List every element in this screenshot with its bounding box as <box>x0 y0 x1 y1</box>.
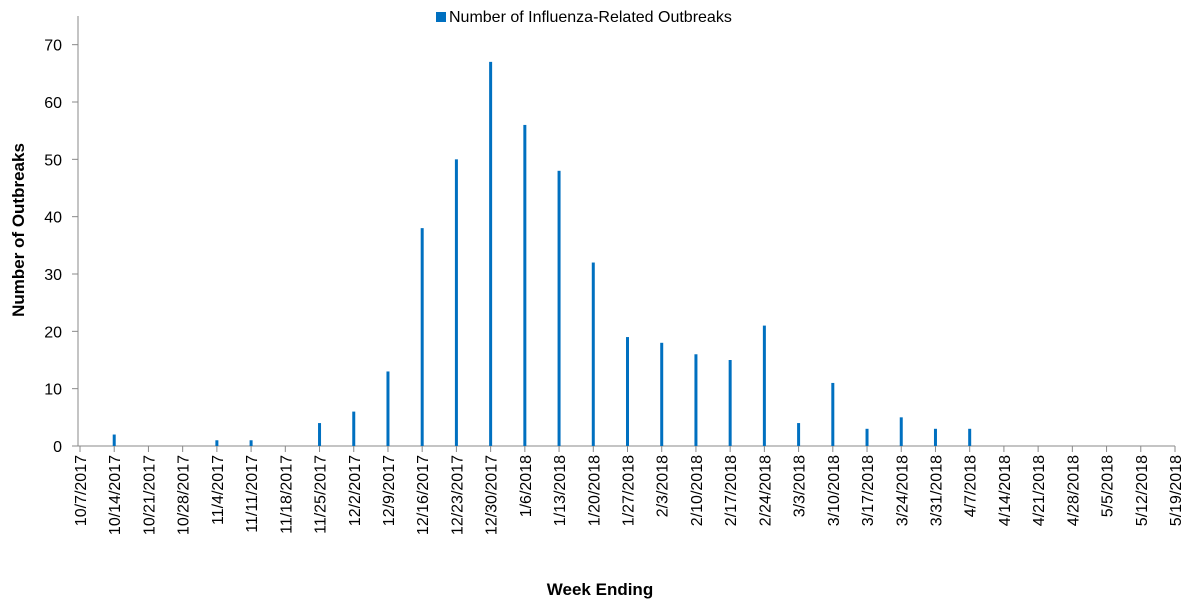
x-tick-label: 1/13/2018 <box>552 455 569 526</box>
x-tick-label: 1/20/2018 <box>586 455 603 526</box>
bar <box>420 228 424 446</box>
bar <box>523 124 527 446</box>
bar <box>899 417 903 446</box>
x-tick-label: 1/27/2018 <box>621 455 638 526</box>
x-tick-label: 5/12/2018 <box>1134 455 1151 526</box>
bar <box>112 434 116 446</box>
x-tick-label: 4/7/2018 <box>963 455 980 517</box>
x-tick-label: 12/2/2017 <box>347 455 364 526</box>
x-tick-label: 4/14/2018 <box>997 455 1014 526</box>
bar <box>318 423 322 446</box>
bar <box>626 337 629 446</box>
y-tick-label: 50 <box>44 152 62 169</box>
bar <box>865 428 869 446</box>
bar <box>215 440 219 446</box>
x-tick-label: 11/25/2017 <box>313 455 330 534</box>
x-tick-label: 12/9/2017 <box>381 455 398 526</box>
x-tick-label: 10/14/2017 <box>107 455 124 535</box>
bar <box>557 170 561 447</box>
x-tick-label: 2/24/2018 <box>757 455 774 526</box>
bar <box>762 325 766 446</box>
x-tick-label: 2/10/2018 <box>689 455 706 526</box>
y-tick-label: 30 <box>44 267 62 284</box>
x-tick-label: 12/30/2017 <box>484 455 501 535</box>
x-tick-label: 12/23/2017 <box>449 455 466 535</box>
x-tick-label: 4/21/2018 <box>1031 455 1048 526</box>
y-tick-label: 0 <box>53 439 62 456</box>
x-tick-label: 2/3/2018 <box>655 455 672 517</box>
x-tick-label: 3/10/2018 <box>826 455 843 526</box>
x-tick-label: 11/4/2017 <box>210 455 227 525</box>
bar <box>249 440 253 446</box>
x-tick-label: 11/11/2017 <box>244 455 261 533</box>
bar <box>694 354 698 446</box>
x-tick-label: 10/28/2017 <box>176 455 193 535</box>
y-axis-title: Number of Outbreaks <box>9 143 28 317</box>
x-tick-label: 3/17/2018 <box>860 455 877 526</box>
y-tick-label: 60 <box>44 95 62 112</box>
y-tick-label: 10 <box>44 382 62 399</box>
bar <box>660 342 664 446</box>
bar <box>591 262 595 446</box>
bar <box>386 371 390 446</box>
bar <box>352 411 356 446</box>
legend-swatch <box>436 12 446 22</box>
bar <box>831 382 835 446</box>
legend-label: Number of Influenza-Related Outbreaks <box>449 9 732 26</box>
y-tick-label: 70 <box>44 38 62 55</box>
bar <box>489 61 493 446</box>
x-tick-label: 3/3/2018 <box>792 455 809 517</box>
bar <box>454 159 458 447</box>
x-tick-label: 2/17/2018 <box>723 455 740 526</box>
x-axis-title: Week Ending <box>547 580 653 599</box>
x-tick-label: 5/5/2018 <box>1100 455 1117 517</box>
bar <box>797 423 801 446</box>
x-tick-label: 3/24/2018 <box>894 455 911 526</box>
x-tick-label: 11/18/2017 <box>278 455 295 534</box>
x-tick-label: 1/6/2018 <box>518 455 535 517</box>
bar <box>968 428 972 446</box>
bar <box>728 360 732 446</box>
y-tick-label: 40 <box>44 210 62 227</box>
x-tick-label: 10/7/2017 <box>73 455 90 526</box>
x-tick-label: 5/19/2018 <box>1168 455 1185 526</box>
x-tick-label: 12/16/2017 <box>415 455 432 535</box>
y-tick-label: 20 <box>44 324 62 341</box>
bar <box>933 428 937 446</box>
x-tick-label: 10/21/2017 <box>141 455 158 535</box>
x-tick-label: 3/31/2018 <box>928 455 945 526</box>
x-tick-label: 4/28/2018 <box>1065 455 1082 526</box>
